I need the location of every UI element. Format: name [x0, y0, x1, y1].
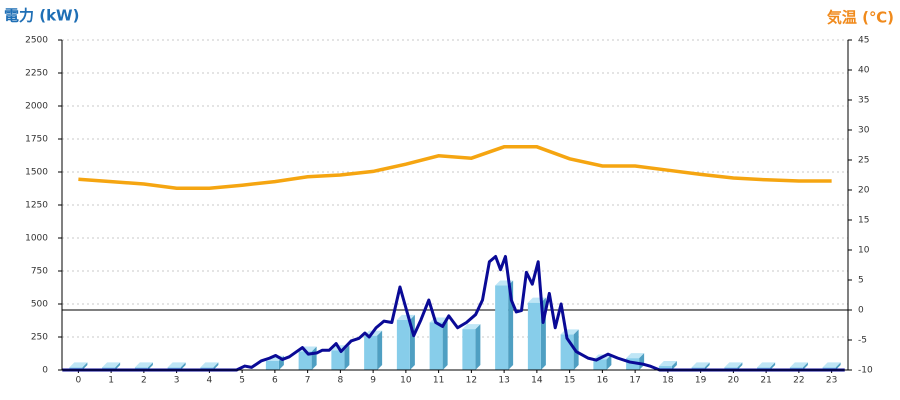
x-tick-label: 12 [466, 376, 477, 386]
y2-tick-label: -10 [858, 366, 873, 376]
bar-side [377, 330, 383, 370]
y-tick-label: 2000 [25, 102, 48, 112]
bar [429, 322, 443, 370]
x-tick-label: 7 [305, 376, 311, 386]
bar-side [344, 345, 350, 370]
y2-tick-label: 25 [858, 156, 869, 166]
x-tick-label: 0 [76, 376, 82, 386]
x-tick-label: 18 [662, 376, 674, 386]
y-tick-label: 750 [31, 267, 48, 277]
bar-side [475, 324, 481, 370]
right-axis-title: 気温 (℃) [827, 9, 894, 27]
x-tick-label: 2 [141, 376, 147, 386]
x-tick-label: 15 [564, 376, 575, 386]
bar-top [134, 362, 153, 368]
x-tick-label: 6 [272, 376, 278, 386]
bar [331, 350, 345, 370]
y-tick-label: 250 [31, 333, 48, 343]
bar-side [82, 362, 88, 370]
bar [593, 359, 607, 370]
x-tick-label: 8 [338, 376, 344, 386]
y2-tick-label: 45 [858, 36, 869, 46]
bar-top [724, 362, 743, 368]
x-tick-label: 1 [108, 376, 114, 386]
x-tick-label: 3 [174, 376, 180, 386]
power-line [62, 254, 845, 372]
y-tick-label: 1500 [25, 168, 48, 178]
bar-side [442, 317, 448, 370]
bar-top [789, 362, 808, 368]
x-tick-label: 11 [433, 376, 444, 386]
bar-top [691, 362, 710, 368]
bar-top [200, 362, 219, 368]
y-tick-label: 2500 [25, 36, 48, 46]
bar-top [69, 362, 88, 368]
x-tick-label: 14 [531, 376, 543, 386]
y-tick-label: 0 [42, 366, 48, 376]
y-tick-label: 2250 [25, 69, 48, 79]
bar [495, 285, 509, 370]
x-tick-label: 20 [728, 376, 740, 386]
y-tick-label: 1250 [25, 201, 48, 211]
x-tick-label: 5 [239, 376, 245, 386]
y-tick-label: 1000 [25, 234, 48, 244]
bar-top [167, 362, 186, 368]
left-axis-title: 電力 (kW) [4, 7, 79, 25]
bar-side [835, 362, 841, 370]
bar [298, 351, 312, 370]
bar-side [213, 362, 219, 370]
bar-side [704, 362, 710, 370]
bar-top [626, 353, 645, 359]
y2-tick-label: 35 [858, 96, 869, 106]
x-tick-label: 10 [400, 376, 412, 386]
bar-top [462, 324, 481, 330]
bar-top [102, 362, 121, 368]
bar-side [737, 362, 743, 370]
y2-tick-label: 30 [858, 126, 870, 136]
y2-tick-label: 10 [858, 246, 870, 256]
bar [396, 319, 410, 370]
y2-tick-label: 20 [858, 186, 870, 196]
temperature-line [78, 145, 832, 190]
bar-side [606, 354, 612, 370]
bar [626, 358, 640, 370]
y-tick-label: 500 [31, 300, 48, 310]
x-tick-label: 19 [695, 376, 707, 386]
y2-tick-label: 0 [858, 306, 864, 316]
x-tick-label: 21 [760, 376, 771, 386]
bar [658, 366, 672, 370]
y2-tick-label: 5 [858, 276, 864, 286]
bar-side [147, 362, 153, 370]
y-tick-label: 1750 [25, 135, 48, 145]
x-tick-label: 16 [597, 376, 609, 386]
y2-tick-label: -5 [858, 336, 867, 346]
x-tick-label: 4 [207, 376, 213, 386]
bar-side [802, 362, 808, 370]
bar [527, 302, 541, 370]
bar [364, 335, 378, 370]
x-tick-label: 23 [826, 376, 837, 386]
bar-top [658, 361, 677, 367]
bar-side [639, 353, 645, 370]
bar [265, 360, 279, 370]
bar-side [115, 362, 121, 370]
y2-tick-label: 15 [858, 216, 869, 226]
y2-tick-label: 40 [858, 66, 870, 76]
x-tick-label: 9 [370, 376, 376, 386]
bar-side [770, 362, 776, 370]
bar-side [671, 361, 677, 370]
x-tick-label: 22 [793, 376, 804, 386]
bar-side [180, 362, 186, 370]
x-tick-label: 17 [629, 376, 640, 386]
bar-top [822, 362, 841, 368]
bar-top [757, 362, 776, 368]
x-tick-label: 13 [498, 376, 509, 386]
bar [462, 329, 476, 370]
